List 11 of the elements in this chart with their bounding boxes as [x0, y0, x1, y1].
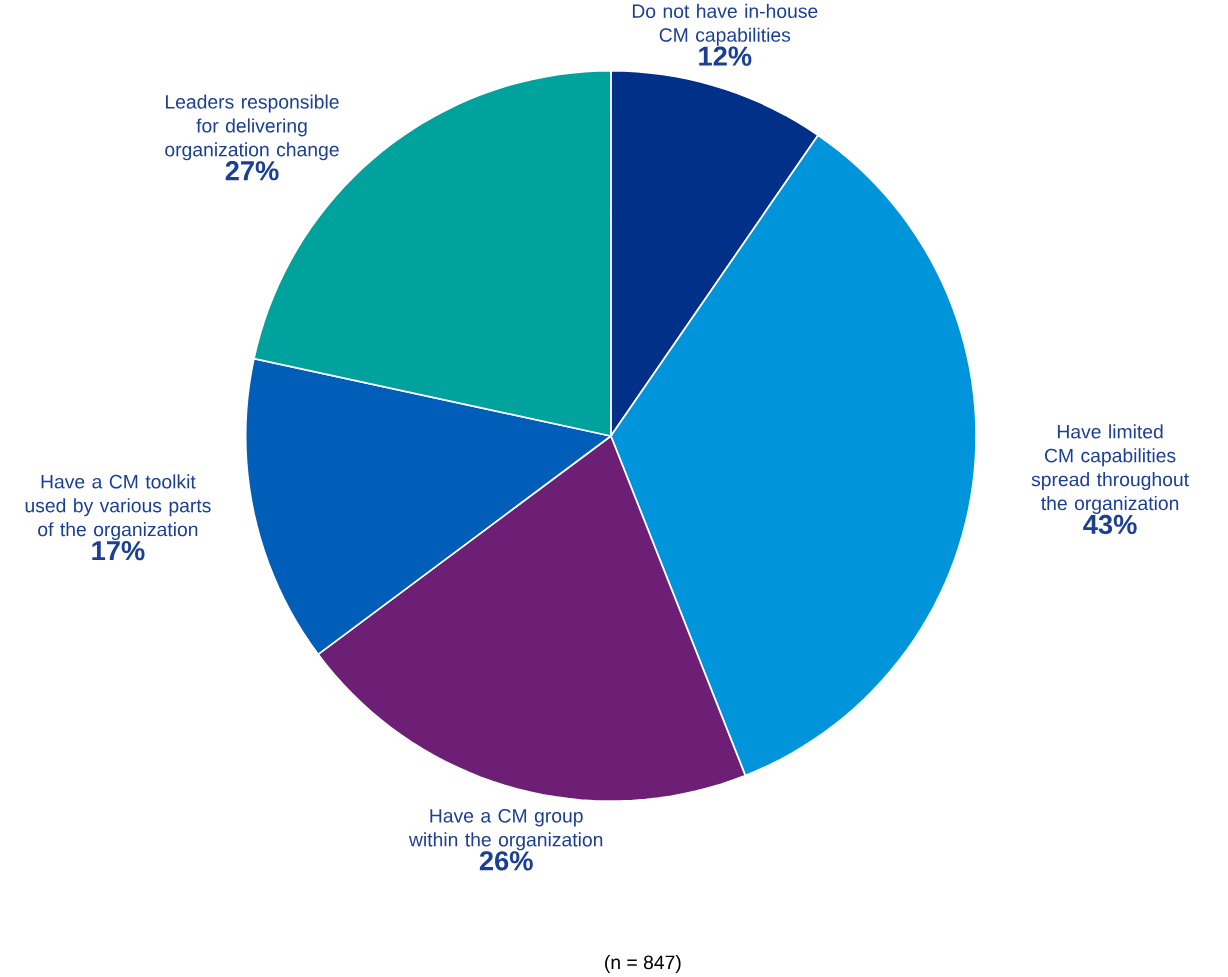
- slice-label: Have limited CM capabilities spread throughout the organization: [1031, 424, 1189, 515]
- slice-label: Have a CM group within the organization: [408, 809, 603, 851]
- data-label: 43%: [1083, 514, 1137, 535]
- data-label: 26%: [479, 851, 533, 871]
- slice-label: Leaders responsible for delivering organization change: [165, 94, 339, 161]
- slice-label: Do not have in-house CM capabilities: [632, 3, 818, 46]
- data-label: 17%: [92, 541, 145, 561]
- text: (n = 847): [605, 955, 681, 974]
- data-label: 27%: [225, 161, 279, 181]
- slice-label: Have a CM toolkit used by various parts of the organization: [25, 474, 211, 541]
- data-label: 12%: [699, 46, 752, 66]
